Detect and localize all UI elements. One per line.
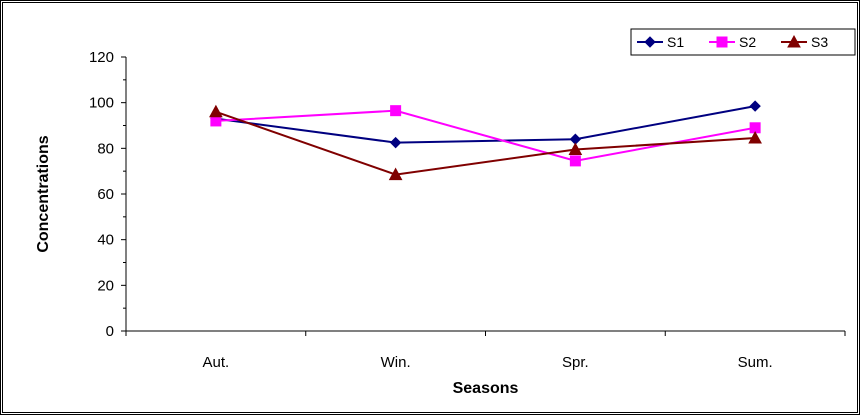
series-line (215, 109, 756, 162)
line-chart: 0 20 40 60 80 100 120 Aut. Win. Spr. Sum. Seasons… (35, 28, 856, 397)
y-ticks: 0 20 40 60 80 100 120 (89, 49, 126, 340)
x-axis-title: Seasons (453, 380, 519, 397)
x-tick-label: Aut. (203, 354, 230, 371)
data-point-triangle (748, 131, 762, 144)
y-tick-label: 0 (106, 323, 114, 340)
y-tick-label: 40 (97, 232, 114, 249)
x-tick-label: Sum. (738, 354, 773, 371)
series-s2 (210, 105, 761, 167)
data-point-square (210, 115, 222, 127)
y-tick-label: 60 (97, 186, 114, 203)
x-tick-label: Win. (381, 354, 411, 371)
legend-label: S1 (667, 34, 684, 50)
axes (125, 57, 845, 332)
legend-box (630, 28, 856, 56)
data-point-triangle (568, 142, 583, 155)
data-point-triangle (209, 104, 223, 118)
series-layer (209, 100, 762, 181)
x-ticks: Aut. Win. Spr. Sum. (125, 331, 846, 371)
data-point-square (716, 36, 728, 48)
legend-label: S2 (739, 34, 756, 50)
y-tick-label: 20 (97, 277, 114, 294)
y-tick-label: 120 (89, 49, 114, 66)
data-point-triangle (787, 34, 801, 48)
y-tick-label: 80 (97, 140, 114, 157)
data-point-square (569, 155, 581, 167)
legend-item-s2: S2 (709, 34, 756, 50)
legend-item-s3: S3 (781, 34, 828, 50)
x-tick-label: Spr. (562, 354, 589, 371)
data-point-diamond (389, 136, 402, 149)
legend-label: S3 (811, 34, 828, 50)
data-point-triangle (388, 167, 403, 181)
y-tick-label: 100 (89, 95, 114, 112)
series-s3 (209, 104, 762, 181)
series-s1 (210, 100, 761, 149)
legend: S1 S2 S3 (630, 28, 856, 56)
series-line (215, 110, 756, 176)
legend-item-s1: S1 (637, 34, 684, 50)
y-axis-title: Concentrations (35, 135, 52, 252)
series-line (215, 105, 756, 144)
data-point-diamond (749, 100, 761, 112)
data-point-diamond (644, 36, 656, 48)
data-point-square (390, 105, 402, 117)
